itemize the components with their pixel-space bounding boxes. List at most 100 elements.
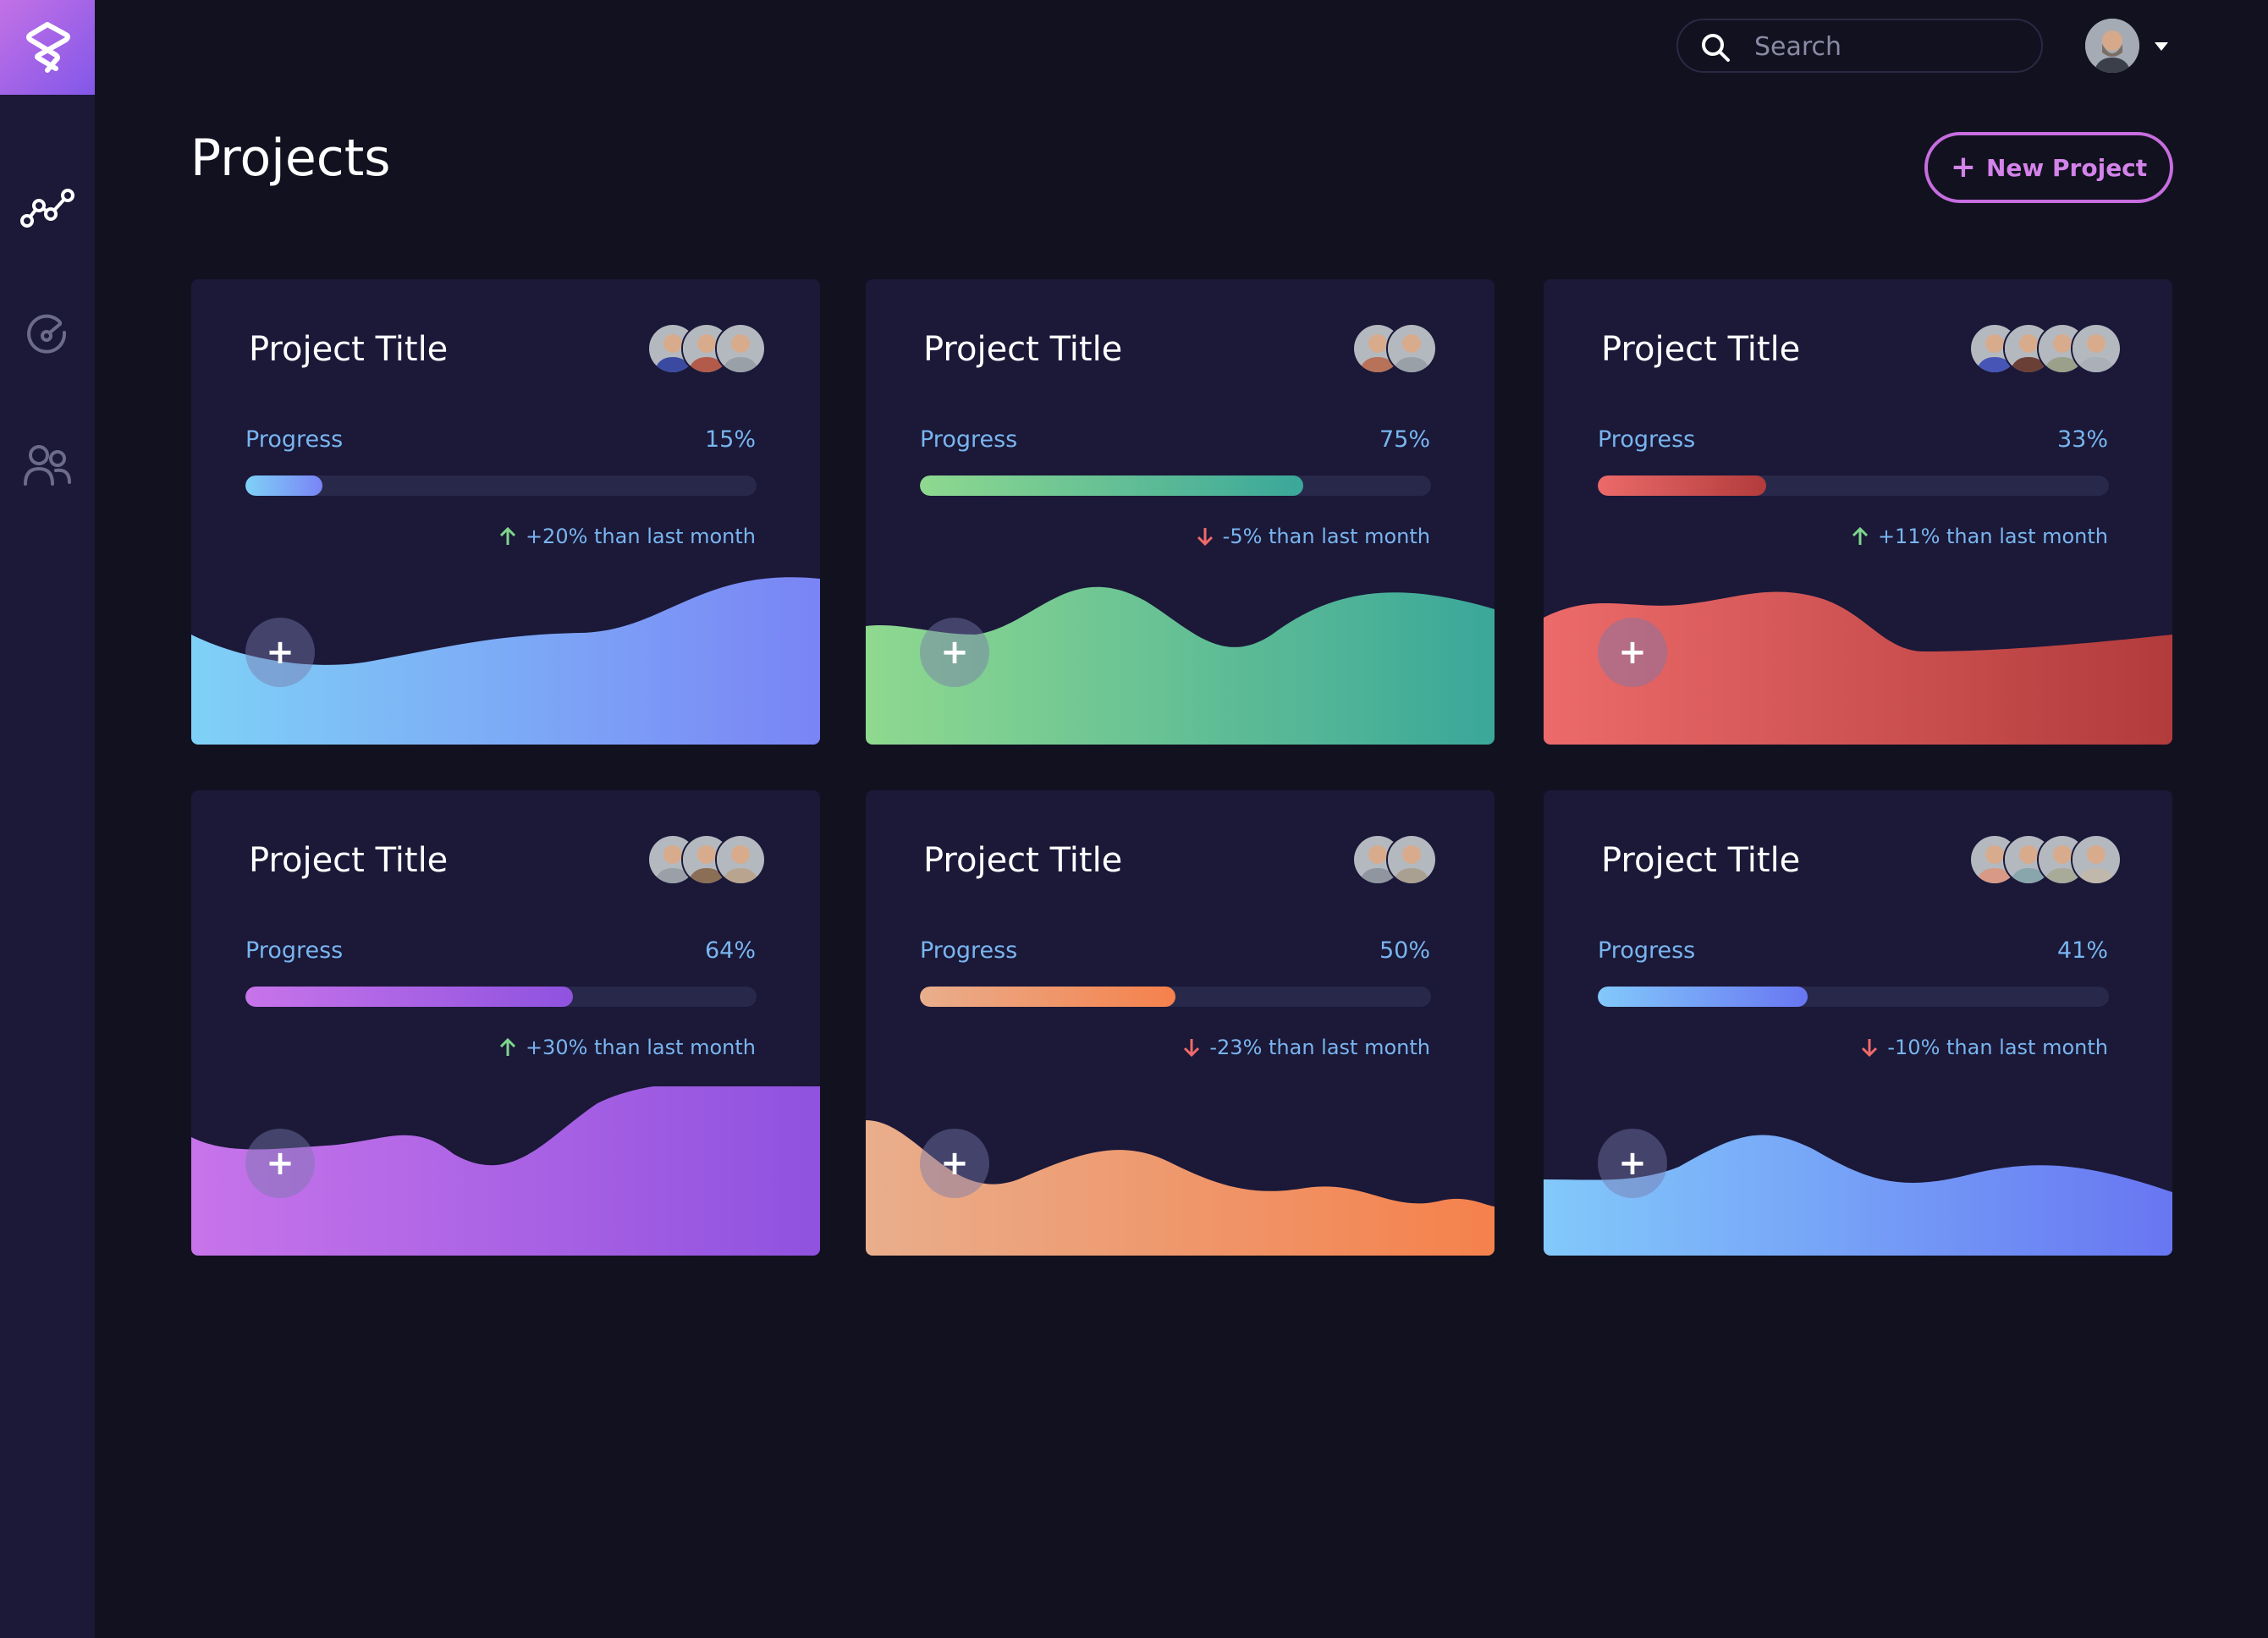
team-avatars: [647, 834, 766, 885]
team-avatars: [647, 323, 766, 374]
search-icon: [1702, 34, 1730, 62]
chevron-down-icon: [2155, 42, 2168, 51]
trend-indicator: -23% than last month: [1182, 1036, 1430, 1059]
add-task-button[interactable]: +: [245, 618, 315, 687]
progress-fill: [245, 475, 322, 496]
person-avatar-icon: [2073, 325, 2120, 372]
plus-icon: +: [1618, 1144, 1647, 1183]
add-task-button[interactable]: +: [1598, 618, 1667, 687]
add-task-button[interactable]: +: [1598, 1129, 1667, 1198]
arrow-up-icon: [499, 526, 515, 545]
arrow-up-icon: [1852, 526, 1868, 545]
progress-label: Progress: [245, 426, 344, 453]
member-avatar: [2071, 834, 2122, 885]
progress-label: Progress: [920, 937, 1018, 964]
user-avatar: [2085, 19, 2139, 73]
add-task-button[interactable]: +: [920, 618, 989, 687]
progress-label: Progress: [1598, 426, 1696, 453]
progress-label: Progress: [245, 937, 344, 964]
progress-value: 50%: [1379, 937, 1430, 964]
project-card[interactable]: Project Title Progress 75% -5% than last…: [866, 279, 1495, 745]
member-avatar: [2071, 323, 2122, 374]
app-logo[interactable]: [0, 0, 95, 95]
trend-text: -23% than last month: [1209, 1036, 1430, 1059]
add-task-button[interactable]: +: [245, 1129, 315, 1198]
team-avatars: [1352, 834, 1437, 885]
activity-wave: [1544, 1135, 2172, 1256]
project-card[interactable]: Project Title Progress 33% +11% than las…: [1544, 279, 2172, 745]
project-card[interactable]: Project Title Progress 15% +20% than las…: [191, 279, 820, 745]
plus-icon: +: [1950, 150, 1976, 184]
users-icon: [24, 445, 71, 486]
progress-value: 15%: [704, 426, 756, 453]
person-avatar-icon: [2085, 19, 2139, 73]
trend-indicator: +30% than last month: [498, 1036, 756, 1059]
member-avatar: [715, 834, 766, 885]
arrow-down-icon: [1197, 528, 1213, 547]
trend-text: +30% than last month: [525, 1036, 756, 1059]
person-avatar-icon: [1388, 325, 1435, 372]
trend-indicator: -5% than last month: [1196, 525, 1430, 548]
activity-wave: [191, 1086, 820, 1256]
plus-icon: +: [266, 1144, 295, 1183]
progress-track: [920, 475, 1431, 496]
team-avatars: [1969, 323, 2122, 374]
project-title: Project Title: [1601, 841, 1801, 880]
trend-text: -10% than last month: [1887, 1036, 2108, 1059]
activity-wave: [1544, 591, 2172, 745]
person-avatar-icon: [717, 325, 764, 372]
arrow-down-icon: [1862, 1039, 1878, 1058]
project-card[interactable]: Project Title Progress 41% -10% than las…: [1544, 790, 2172, 1256]
arrow-up-icon: [499, 1037, 515, 1056]
project-card[interactable]: Project Title Progress 50% -23% than las…: [866, 790, 1495, 1256]
trend-indicator: +11% than last month: [1851, 525, 2108, 548]
search-input[interactable]: [1753, 20, 2027, 73]
progress-track: [245, 987, 757, 1007]
project-title: Project Title: [249, 330, 449, 369]
person-avatar-icon: [2073, 836, 2120, 883]
progress-track: [245, 475, 757, 496]
project-card[interactable]: Project Title Progress 64% +30% than las…: [191, 790, 820, 1256]
project-title: Project Title: [923, 841, 1123, 880]
progress-fill: [1598, 475, 1767, 496]
progress-value: 64%: [704, 937, 756, 964]
progress-label: Progress: [920, 426, 1018, 453]
progress-fill: [920, 475, 1303, 496]
progress-value: 33%: [2056, 426, 2108, 453]
arrow-down-icon: [1184, 1039, 1200, 1058]
team-avatars: [1969, 834, 2122, 885]
plus-icon: +: [1618, 633, 1647, 672]
trend-indicator: -10% than last month: [1860, 1036, 2108, 1059]
user-menu[interactable]: [2085, 19, 2173, 74]
trend-text: -5% than last month: [1222, 525, 1430, 548]
add-task-button[interactable]: +: [920, 1129, 989, 1198]
activity-wave: [191, 577, 820, 745]
chart-line-icon: [20, 189, 74, 228]
person-avatar-icon: [1388, 836, 1435, 883]
page-title: Projects: [190, 129, 391, 188]
trend-indicator: +20% than last month: [498, 525, 756, 548]
progress-track: [1598, 475, 2109, 496]
project-title: Project Title: [249, 841, 449, 880]
person-avatar-icon: [717, 836, 764, 883]
new-project-button[interactable]: + New Project: [1924, 132, 2173, 203]
trend-text: +11% than last month: [1877, 525, 2108, 548]
team-avatars: [1352, 323, 1437, 374]
project-title: Project Title: [923, 330, 1123, 369]
sidebar-item-dashboard[interactable]: [0, 293, 95, 377]
progress-value: 41%: [2056, 937, 2108, 964]
logo-icon: [26, 22, 70, 73]
plus-icon: +: [266, 633, 295, 672]
activity-wave: [866, 1120, 1495, 1256]
plus-icon: +: [940, 633, 969, 672]
sidebar-item-team[interactable]: [0, 423, 95, 508]
new-project-label: New Project: [1985, 153, 2148, 182]
member-avatar: [1386, 834, 1437, 885]
progress-fill: [245, 987, 573, 1007]
gauge-icon: [27, 314, 67, 354]
trend-text: +20% than last month: [525, 525, 756, 548]
search-bar[interactable]: [1676, 19, 2043, 73]
project-title: Project Title: [1601, 330, 1801, 369]
plus-icon: +: [940, 1144, 969, 1183]
sidebar-item-analytics[interactable]: [0, 166, 95, 250]
